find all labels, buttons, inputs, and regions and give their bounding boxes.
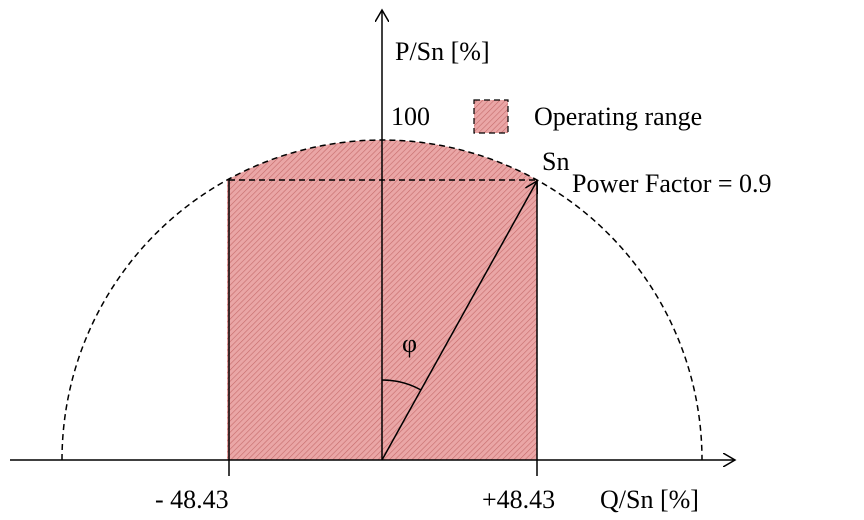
- angle-arc: [381, 379, 422, 391]
- y-axis-label: P/Sn [%]: [395, 37, 490, 66]
- vector-label: Sn: [542, 147, 569, 176]
- left-tick-label: - 48.43: [155, 485, 229, 514]
- right-tick-label: +48.43: [482, 485, 555, 514]
- top-tick-label: 100: [391, 102, 430, 131]
- legend-swatch: [473, 99, 509, 134]
- power-factor: Power Factor = 0.9: [572, 169, 772, 198]
- legend-label: Operating range: [534, 102, 702, 131]
- angle-label: φ: [402, 329, 417, 358]
- x-axis-label: Q/Sn [%]: [600, 485, 699, 514]
- sn-vector: [381, 181, 537, 461]
